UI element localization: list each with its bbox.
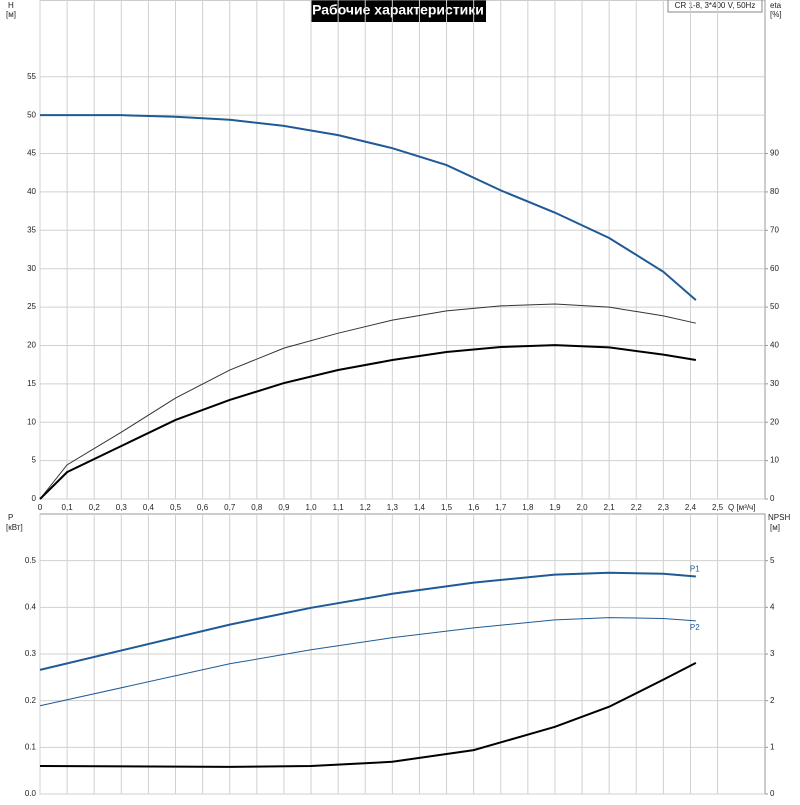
data-line — [39, 617, 696, 707]
data-line — [39, 303, 696, 500]
x-tick-label: 1,2 — [360, 503, 372, 512]
y-unit: [кВт] — [6, 523, 23, 532]
x-tick-label: 0,6 — [197, 503, 209, 512]
y2-label: NPSH — [768, 513, 790, 522]
data-line — [40, 114, 697, 301]
y2-unit: [м] — [770, 523, 780, 532]
x-tick-label: 2,3 — [658, 503, 670, 512]
y2-tick-label: 30 — [770, 379, 779, 388]
y-tick-label: 0.0 — [25, 789, 37, 798]
x-tick-label: 1,6 — [468, 503, 480, 512]
y-tick-label: 40 — [27, 187, 36, 196]
y-tick-label: 25 — [27, 302, 36, 311]
y2-tick-label: 40 — [770, 341, 779, 350]
chart-title: Рабочие характеристики — [312, 2, 484, 18]
y2-tick-label: 70 — [770, 225, 779, 234]
x-tick-label: 1,3 — [387, 503, 399, 512]
series-label: P1 — [690, 565, 700, 574]
y-tick-label: 0.2 — [25, 696, 37, 705]
y-tick-label: 0.4 — [25, 602, 37, 611]
data-line — [39, 661, 697, 768]
data-line — [39, 344, 697, 500]
x-tick-label: 0,1 — [62, 503, 74, 512]
x-tick-label: 2,1 — [604, 503, 616, 512]
subtitle: CR 1-8, 3*400 V, 50Hz — [675, 1, 756, 10]
x-tick-label: 0,8 — [251, 503, 263, 512]
y-tick-label: 15 — [27, 379, 36, 388]
y2-tick-label: 2 — [770, 696, 775, 705]
y2-tick-label: 4 — [770, 602, 775, 611]
y-tick-label: 5 — [32, 456, 37, 465]
x-tick-label: 0,3 — [116, 503, 128, 512]
x-tick-label: 2,5 — [712, 503, 724, 512]
y2-tick-label: 10 — [770, 456, 779, 465]
y-tick-label: 20 — [27, 341, 36, 350]
y2-label: eta — [770, 1, 782, 10]
x-tick-label: 1,8 — [522, 503, 534, 512]
y-tick-label: 0.5 — [25, 556, 37, 565]
x-tick-label: 0 — [38, 503, 43, 512]
x-tick-label: 1,7 — [495, 503, 507, 512]
x-tick-label: 0,4 — [143, 503, 155, 512]
y2-tick-label: 5 — [770, 556, 775, 565]
y2-tick-label: 0 — [770, 789, 775, 798]
y-unit: [м] — [6, 10, 16, 19]
series-label: P2 — [690, 623, 700, 632]
x-tick-label: 2,4 — [685, 503, 697, 512]
x-tick-label: 1,4 — [414, 503, 426, 512]
y-tick-label: 45 — [27, 149, 36, 158]
x-tick-label: 0,7 — [224, 503, 236, 512]
y2-tick-label: 60 — [770, 264, 779, 273]
x-tick-label: 1,0 — [305, 503, 317, 512]
y-tick-label: 50 — [27, 110, 36, 119]
y2-tick-label: 90 — [770, 149, 779, 158]
y-tick-label: 30 — [27, 264, 36, 273]
x-tick-label: 0,2 — [89, 503, 101, 512]
x-tick-label: 1,1 — [333, 503, 345, 512]
y-label: H — [8, 1, 14, 10]
y2-tick-label: 80 — [770, 187, 779, 196]
y-tick-label: 0.3 — [25, 649, 37, 658]
y2-unit: [%] — [770, 10, 782, 19]
y2-tick-label: 50 — [770, 302, 779, 311]
y2-tick-label: 20 — [770, 417, 779, 426]
y2-tick-label: 1 — [770, 742, 775, 751]
y-label: P — [8, 513, 13, 522]
y-tick-label: 0.1 — [25, 742, 37, 751]
x-label: Q [м³/ч] — [728, 503, 755, 512]
y-tick-label: 0 — [32, 494, 37, 503]
title-box — [311, 0, 486, 22]
y-tick-label: 35 — [27, 225, 36, 234]
x-tick-label: 0,9 — [278, 503, 290, 512]
y2-tick-label: 3 — [770, 649, 775, 658]
x-tick-label: 1,5 — [441, 503, 453, 512]
x-tick-label: 0,5 — [170, 503, 182, 512]
data-line — [39, 571, 696, 671]
y2-tick-label: 0 — [770, 494, 775, 503]
x-tick-label: 1,9 — [549, 503, 561, 512]
x-tick-label: 2,2 — [631, 503, 643, 512]
y-tick-label: 10 — [27, 417, 36, 426]
y-tick-label: 55 — [27, 72, 36, 81]
x-tick-label: 2,0 — [576, 503, 588, 512]
subtitle-box — [667, 0, 763, 13]
